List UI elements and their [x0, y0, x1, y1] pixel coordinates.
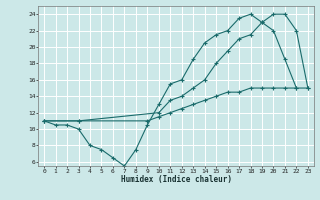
X-axis label: Humidex (Indice chaleur): Humidex (Indice chaleur): [121, 175, 231, 184]
